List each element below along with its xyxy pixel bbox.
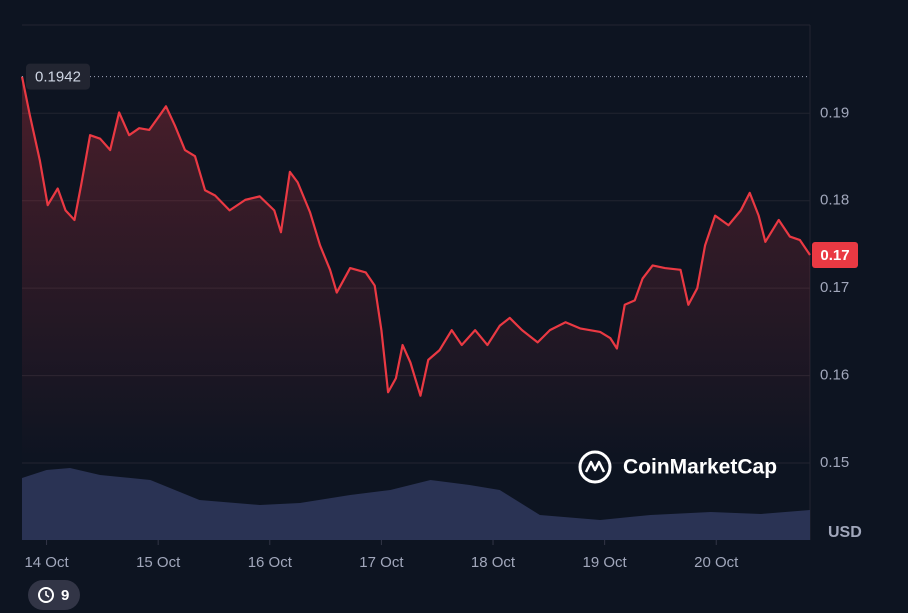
watermark-logo — [578, 450, 612, 484]
high-label: 0.1942 — [35, 69, 81, 86]
current-price-tag — [812, 241, 858, 268]
y-tick-label: 0.17 — [820, 279, 849, 296]
x-tick-label: 17 Oct — [359, 554, 404, 571]
x-tick-label: 18 Oct — [471, 554, 516, 571]
x-tick-label: 16 Oct — [248, 554, 293, 571]
x-tick-label: 19 Oct — [583, 554, 628, 571]
watermark: CoinMarketCap — [623, 456, 777, 479]
price-area — [22, 76, 810, 464]
y-tick-label: 0.15 — [820, 454, 849, 471]
price-line — [20, 76, 811, 397]
y-tick-label: 0.18 — [820, 192, 849, 209]
volume-area — [22, 468, 810, 540]
history-badge[interactable]: 9 — [28, 580, 80, 610]
y-tick-label: 0.19 — [820, 104, 849, 121]
x-tick-label: 14 Oct — [24, 554, 69, 571]
currency-label: USD — [828, 524, 862, 541]
x-tick-label: 20 Oct — [694, 554, 739, 571]
history-count: 9 — [61, 587, 69, 604]
high-label-bg — [26, 63, 90, 90]
x-tick-label: 15 Oct — [136, 554, 181, 571]
y-tick-label: 0.16 — [820, 367, 849, 384]
current-price-label: 0.17 — [820, 247, 849, 264]
